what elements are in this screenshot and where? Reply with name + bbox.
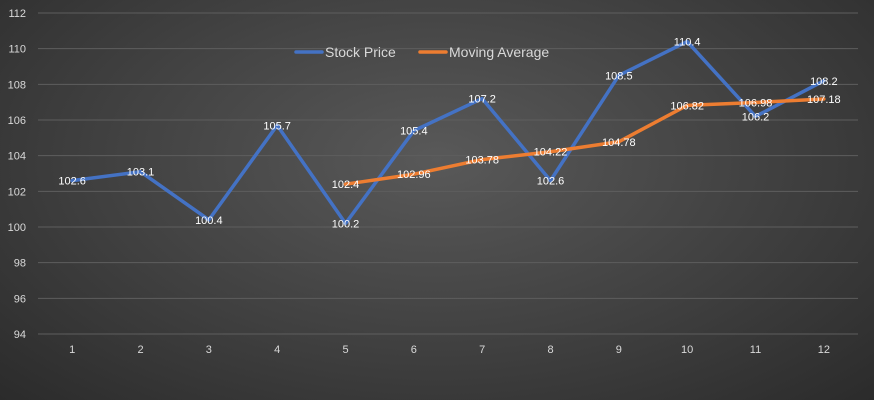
x-tick-label: 11 <box>750 344 761 356</box>
series-lines <box>70 39 826 226</box>
x-tick-label: 9 <box>616 344 622 356</box>
data-label-stock-price: 110.4 <box>674 37 701 49</box>
x-tick-label: 8 <box>547 344 553 356</box>
data-label-moving-average: 104.78 <box>602 137 636 149</box>
data-label-stock-price: 105.7 <box>263 120 291 132</box>
data-label-moving-average: 106.82 <box>670 100 704 112</box>
data-label-moving-average: 103.78 <box>465 155 499 167</box>
y-tick-label: 104 <box>8 151 26 163</box>
data-label-stock-price: 106.2 <box>742 111 770 123</box>
y-tick-label: 110 <box>8 44 26 56</box>
y-tick-label: 112 <box>8 8 26 20</box>
data-label-stock-price: 102.6 <box>58 176 86 188</box>
y-tick-label: 108 <box>8 79 26 91</box>
x-tick-label: 2 <box>137 344 143 356</box>
y-tick-label: 102 <box>8 186 26 198</box>
data-label-stock-price: 102.6 <box>537 176 565 188</box>
x-tick-label: 4 <box>274 344 280 356</box>
x-tick-label: 12 <box>818 344 830 356</box>
x-tick-label: 5 <box>342 344 348 356</box>
legend-label-moving-average: Moving Average <box>449 44 549 60</box>
data-label-stock-price: 105.4 <box>400 126 428 138</box>
gridlines <box>38 12 858 335</box>
data-label-stock-price: 108.2 <box>810 76 838 88</box>
y-tick-label: 100 <box>8 222 26 234</box>
data-label-moving-average: 107.18 <box>807 94 841 106</box>
series-line-stock-price <box>70 39 826 226</box>
x-tick-label: 10 <box>681 344 693 356</box>
data-label-stock-price: 108.5 <box>605 70 633 82</box>
y-axis-tick-labels: 94 96 98 100 102 104 106 108 110 112 <box>8 8 26 341</box>
x-tick-label: 6 <box>411 344 417 356</box>
y-tick-label: 98 <box>14 258 26 270</box>
legend-label-stock-price: Stock Price <box>325 44 396 60</box>
data-label-moving-average: 106.98 <box>739 98 773 110</box>
data-label-stock-price: 100.4 <box>195 215 223 227</box>
data-label-stock-price: 107.2 <box>468 94 496 106</box>
data-label-moving-average: 102.96 <box>397 169 431 181</box>
series-line-moving-average <box>343 97 826 186</box>
data-labels: 102.6 103.1 100.4 105.7 100.2 105.4 107.2 102.6… <box>58 37 840 231</box>
data-label-moving-average: 104.22 <box>534 147 568 159</box>
data-label-stock-price: 100.2 <box>332 218 360 230</box>
x-tick-label: 7 <box>479 344 485 356</box>
data-label-moving-average: 102.4 <box>332 179 360 191</box>
y-tick-label: 94 <box>14 329 26 341</box>
x-axis-tick-labels: 1 2 3 4 5 6 7 8 9 10 11 12 <box>69 344 830 356</box>
data-label-stock-price: 103.1 <box>127 167 155 179</box>
y-tick-label: 96 <box>14 293 26 305</box>
x-tick-label: 1 <box>69 344 75 356</box>
x-tick-label: 3 <box>206 344 212 356</box>
y-tick-label: 106 <box>8 115 26 127</box>
legend: Stock Price Moving Average <box>294 44 549 60</box>
